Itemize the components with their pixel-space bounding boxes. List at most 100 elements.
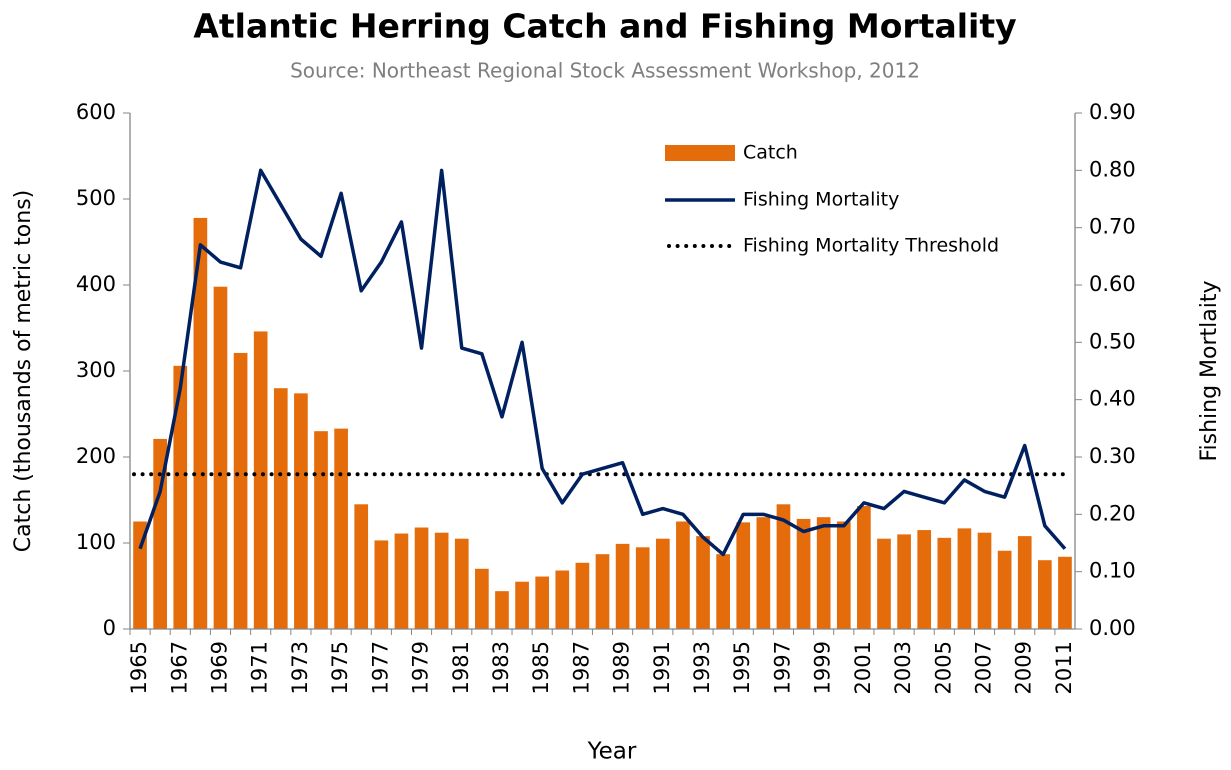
bar <box>1038 560 1052 629</box>
y-tick-label: 0 <box>103 616 116 640</box>
bar <box>495 591 509 629</box>
bar <box>354 504 369 629</box>
y2-tick-label: 0.90 <box>1089 100 1136 124</box>
bar <box>233 352 248 629</box>
bar <box>253 331 268 629</box>
bar <box>555 570 570 629</box>
legend-swatch <box>665 145 735 161</box>
y2-tick-label: 0.50 <box>1089 329 1136 353</box>
bar <box>857 506 871 629</box>
y-tick-label: 400 <box>76 272 116 296</box>
bar <box>193 217 208 630</box>
bar <box>676 521 690 629</box>
bar <box>173 365 188 629</box>
y2-tick-label: 0.10 <box>1089 559 1136 583</box>
bar <box>615 543 630 629</box>
x-tick-label: 1987 <box>569 641 593 694</box>
x-tick-label: 1993 <box>690 641 714 694</box>
y2-tick-label: 0.00 <box>1089 616 1136 640</box>
y2-tick-label: 0.80 <box>1089 157 1136 181</box>
x-tick-label: 1985 <box>529 641 553 694</box>
x-tick-label: 1977 <box>368 641 392 694</box>
x-tick-label: 2009 <box>1012 641 1036 694</box>
line-series <box>138 168 1067 557</box>
y-axis-label: Catch (thousands of metric tons) <box>11 190 36 552</box>
y2-tick-label: 0.70 <box>1089 215 1136 239</box>
bar <box>1017 536 1032 629</box>
bar <box>595 554 610 629</box>
legend-label: Catch <box>743 142 798 164</box>
bar <box>796 518 811 629</box>
y2-tick-label: 0.60 <box>1089 272 1136 296</box>
bar <box>937 537 952 629</box>
x-tick-label: 1973 <box>288 641 312 694</box>
bar <box>736 522 751 629</box>
x-tick-label: 1979 <box>409 641 433 694</box>
x-tick-label: 1997 <box>770 641 794 694</box>
x-tick-label: 2011 <box>1052 641 1076 694</box>
x-tick-label: 1989 <box>610 641 634 694</box>
bar <box>836 521 851 629</box>
y2-tick-label: 0.30 <box>1089 444 1136 468</box>
y-tick-label: 100 <box>76 530 116 554</box>
x-tick-label: 2003 <box>891 641 915 694</box>
bar <box>716 554 730 629</box>
y2-tick-label: 0.40 <box>1089 387 1136 411</box>
y-tick-label: 200 <box>76 444 116 468</box>
x-tick-label: 1999 <box>811 641 835 694</box>
bar <box>213 286 228 629</box>
bar <box>897 534 911 629</box>
x-tick-label: 2007 <box>972 641 996 694</box>
x-tick-label: 1969 <box>207 641 231 694</box>
legend-label: Fishing Mortality Threshold <box>743 235 999 257</box>
bar <box>877 538 891 629</box>
bar <box>133 521 147 629</box>
bar <box>635 547 650 629</box>
chart-subtitle: Source: Northeast Regional Stock Assessm… <box>290 59 920 83</box>
y-tick-label: 500 <box>76 186 116 210</box>
x-tick-label: 1995 <box>730 641 754 694</box>
bar <box>475 568 489 629</box>
bar <box>273 388 288 629</box>
x-tick-label: 1991 <box>650 641 674 694</box>
bar <box>575 562 590 629</box>
bar <box>997 550 1012 629</box>
bar <box>153 438 167 629</box>
x-tick-label: 1983 <box>489 641 513 694</box>
bar <box>414 527 429 629</box>
x-tick-label: 1975 <box>328 641 352 694</box>
bar <box>816 517 831 629</box>
x-tick-label: 1971 <box>248 641 272 694</box>
bar <box>756 517 771 629</box>
x-tick-label: 1967 <box>167 641 191 694</box>
bar <box>655 538 670 629</box>
bar <box>314 431 328 629</box>
x-tick-label: 2001 <box>851 641 875 694</box>
bar <box>434 532 449 629</box>
bar <box>334 428 348 629</box>
legend-label: Fishing Mortality <box>743 189 899 211</box>
bar <box>374 540 389 629</box>
x-tick-label: 1965 <box>127 641 151 694</box>
bar <box>957 528 972 629</box>
y-tick-label: 300 <box>76 358 116 382</box>
x-tick-label: 2005 <box>931 641 955 694</box>
bar <box>515 581 529 629</box>
bar <box>294 393 308 629</box>
bar <box>1058 556 1072 629</box>
bar <box>696 536 710 629</box>
y2-axis-label: Fishing Mortlaity <box>1197 280 1222 461</box>
bar <box>776 504 791 629</box>
x-tick-label: 1981 <box>449 641 473 694</box>
bar <box>454 538 469 629</box>
y-tick-label: 600 <box>76 100 116 124</box>
bar <box>535 576 550 629</box>
chart-title: Atlantic Herring Catch and Fishing Morta… <box>193 7 1016 46</box>
y2-tick-label: 0.20 <box>1089 501 1136 525</box>
bar <box>977 532 992 629</box>
bar <box>917 530 932 629</box>
x-axis-label: Year <box>587 739 637 765</box>
bar <box>394 533 409 629</box>
